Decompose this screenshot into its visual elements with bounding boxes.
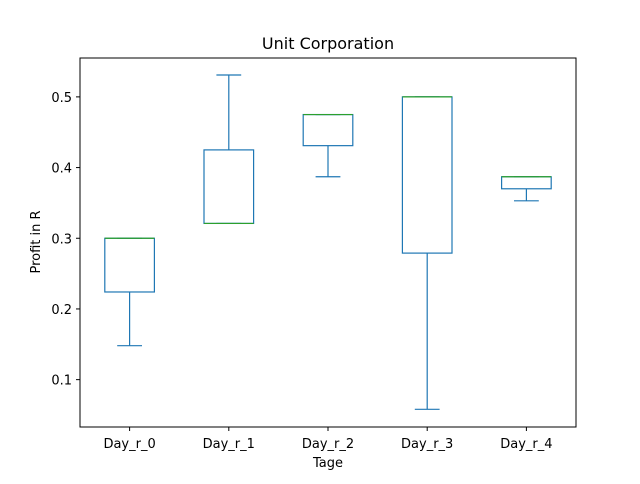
x-axis-label: Tage	[312, 456, 343, 471]
x-tick-label: Day_r_1	[203, 437, 255, 452]
x-tick-label: Day_r_2	[302, 437, 354, 452]
y-tick-label: 0.2	[51, 303, 72, 318]
y-tick-label: 0.1	[51, 374, 72, 389]
y-tick-label: 0.4	[51, 162, 72, 177]
y-tick-label: 0.5	[51, 91, 72, 106]
plot-area: 0.1 0.2 0.3 0.4 0.5 Day_r_0 Day_r_1 Day_r_2 Day_…	[51, 74, 553, 452]
x-tick-label: Day_r_4	[500, 437, 552, 452]
x-tick-label: Day_r_0	[103, 437, 155, 452]
y-tick-label: 0.3	[51, 232, 72, 247]
y-axis-label: Profit in R	[29, 210, 44, 273]
chart-title: Unit Corporation	[262, 34, 394, 53]
x-tick-label: Day_r_3	[401, 437, 453, 452]
axes-frame	[79, 57, 577, 428]
